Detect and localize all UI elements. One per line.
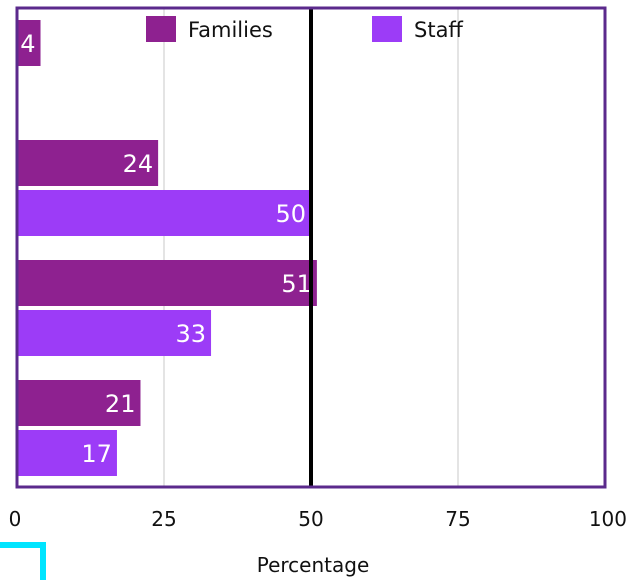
x-tick-label: 25 [151, 507, 176, 531]
legend-label-families: Families [188, 18, 273, 42]
legend: Families Staff [146, 16, 463, 42]
corner-accent [0, 542, 46, 580]
x-tick-label: 100 [589, 507, 627, 531]
x-tick-label: 0 [9, 507, 22, 531]
x-tick-label: 75 [445, 507, 470, 531]
bar-value-label: 17 [81, 440, 112, 468]
bars [17, 20, 317, 476]
bar-families [17, 260, 317, 306]
bar-value-label: 21 [105, 390, 136, 418]
bar-value-label: 33 [175, 320, 206, 348]
bar-value-label: 4 [20, 30, 35, 58]
bar-value-label: 50 [275, 200, 306, 228]
bar-staff [17, 190, 311, 236]
x-axis-ticks: 0 25 50 75 100 [9, 507, 627, 531]
legend-swatch-families [146, 16, 176, 42]
plot-frame [15, 6, 607, 489]
bar-staff [17, 310, 212, 356]
legend-swatch-staff [372, 16, 402, 42]
x-tick-label: 50 [298, 507, 323, 531]
bar-families [17, 380, 141, 426]
bar-families [17, 20, 41, 66]
bar-staff [17, 430, 117, 476]
bar-value-labels: 4 24 50 51 33 21 17 [20, 30, 312, 468]
bar-value-label: 24 [123, 150, 154, 178]
bar-value-label: 51 [281, 270, 312, 298]
bar-families [17, 140, 159, 186]
x-axis-title: Percentage [257, 553, 370, 577]
legend-label-staff: Staff [414, 18, 463, 42]
